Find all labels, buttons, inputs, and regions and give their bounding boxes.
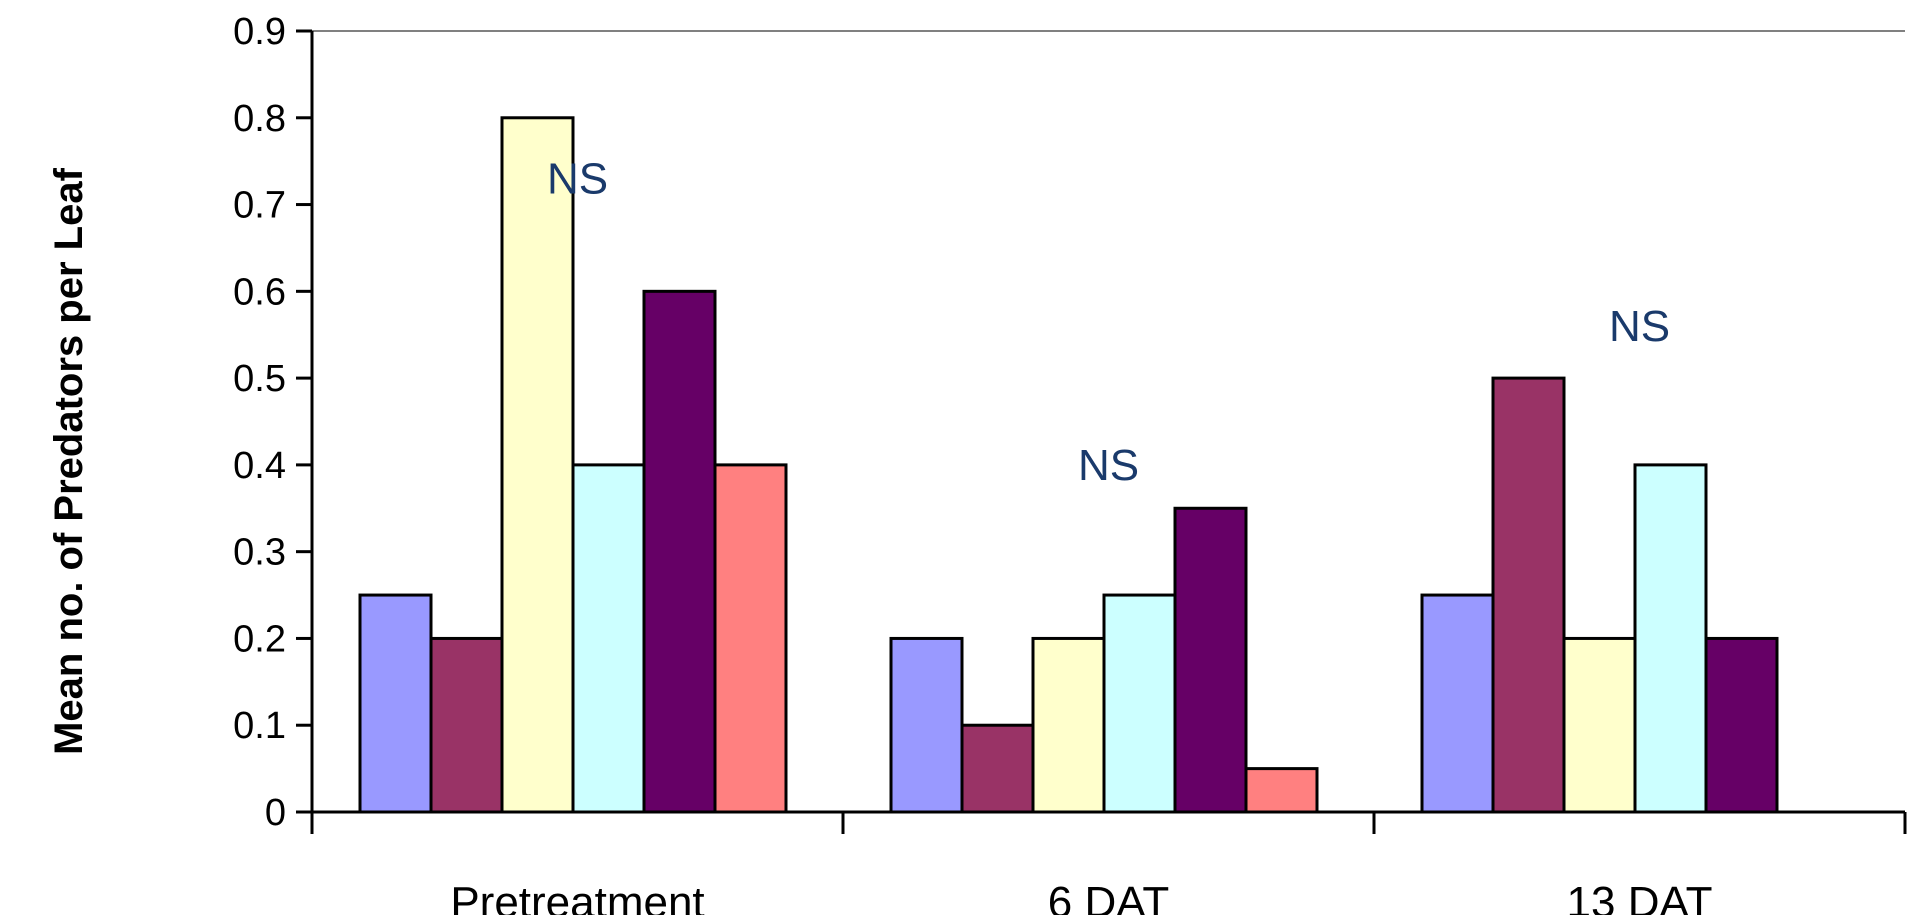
x-category-label: Pretreatment <box>450 878 704 915</box>
bar-series-1-pretreatment <box>358 593 433 814</box>
x-category-labels: Pretreatment 6 DAT 13 DAT <box>450 878 1712 915</box>
annotations: NS NS NS <box>547 155 1670 490</box>
y-tick-label: 0 <box>265 792 286 834</box>
y-tick-labels: 0 0.1 0.2 0.3 0.4 0.5 0.6 0.7 0.8 0.9 <box>233 11 286 834</box>
y-tick-label: 0.4 <box>233 445 286 487</box>
axes <box>296 29 1907 834</box>
y-tick-label: 0.5 <box>233 358 286 400</box>
bar-series-3-6-dat <box>1031 636 1106 814</box>
y-tick-label: 0.7 <box>233 185 286 227</box>
bar-series-2-pretreatment <box>429 636 504 814</box>
bar-series-4-pretreatment <box>571 463 646 814</box>
bar-series-2-6-dat <box>960 723 1035 814</box>
bar-series-5-6-dat <box>1173 506 1248 814</box>
y-tick-label: 0.1 <box>233 705 286 747</box>
annotation-ns: NS <box>1609 302 1670 351</box>
bars <box>358 116 1779 814</box>
bar-series-2-13-dat <box>1491 376 1566 814</box>
bar-series-4-13-dat <box>1633 463 1708 814</box>
y-tick-label: 0.2 <box>233 618 286 660</box>
y-tick-label: 0.6 <box>233 271 286 313</box>
annotation-ns: NS <box>547 155 608 204</box>
bar-series-5-13-dat <box>1704 636 1779 814</box>
y-tick-label: 0.3 <box>233 532 286 574</box>
y-axis-label: Mean no. of Predators per Leaf <box>47 167 91 754</box>
x-category-label: 6 DAT <box>1048 878 1169 915</box>
annotation-ns: NS <box>1078 441 1139 490</box>
bar-series-1-6-dat <box>889 636 964 814</box>
bar-series-3-pretreatment <box>500 116 575 814</box>
y-tick-label: 0.8 <box>233 98 286 140</box>
y-tick-label: 0.9 <box>233 11 286 53</box>
x-category-label: 13 DAT <box>1567 878 1713 915</box>
bar-series-4-6-dat <box>1102 593 1177 814</box>
bar-series-1-13-dat <box>1420 593 1495 814</box>
bar-series-6-pretreatment <box>713 463 788 814</box>
bar-series-3-13-dat <box>1562 636 1637 814</box>
bar-series-5-pretreatment <box>642 289 717 814</box>
bar-series-6-6-dat <box>1244 767 1319 814</box>
